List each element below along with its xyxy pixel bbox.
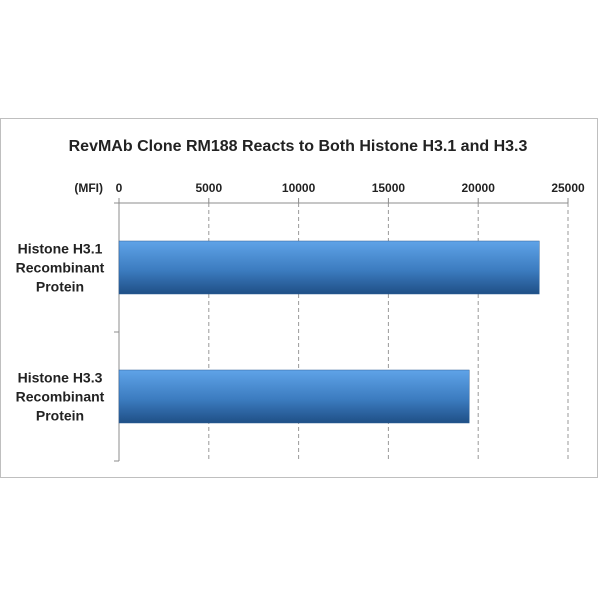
category-label: Recombinant: [16, 260, 105, 276]
category-label: Protein: [36, 408, 84, 424]
chart-title: RevMAb Clone RM188 Reacts to Both Histon…: [69, 138, 528, 155]
x-tick-labels: 0 5000 10000 15000 20000 25000: [116, 181, 585, 195]
x-tick-label: 0: [116, 181, 123, 195]
x-tick-label: 10000: [282, 181, 316, 195]
category-label: Histone H3.1: [18, 241, 103, 257]
x-tick-label: 5000: [195, 181, 222, 195]
bar: [118, 240, 540, 295]
x-tick-label: 25000: [551, 181, 585, 195]
category-label: Histone H3.3: [18, 370, 103, 386]
x-tick-label: 20000: [462, 181, 496, 195]
bar: [118, 369, 470, 424]
bars: [118, 240, 540, 424]
category-label: Protein: [36, 279, 84, 295]
category-labels: Histone H3.1 Recombinant Protein Histone H3…: [16, 241, 105, 424]
x-axis-unit-label: (MFI): [74, 181, 103, 195]
x-tick-label: 15000: [372, 181, 406, 195]
category-label: Recombinant: [16, 389, 105, 405]
